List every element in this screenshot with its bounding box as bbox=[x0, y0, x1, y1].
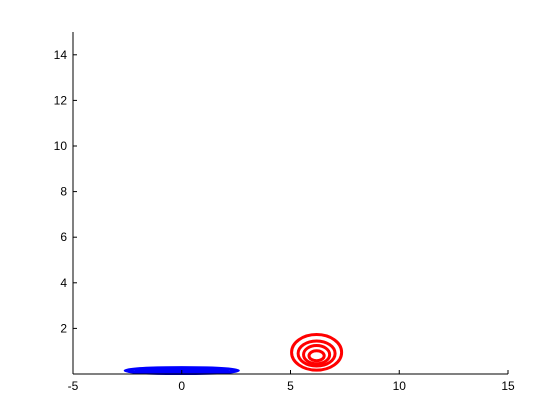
y-tick-label: 8 bbox=[60, 185, 67, 199]
y-tick-label: 14 bbox=[54, 48, 68, 62]
x-tick-label: 15 bbox=[501, 379, 515, 393]
x-tick-label: 0 bbox=[178, 379, 185, 393]
y-tick-label: 10 bbox=[54, 139, 68, 153]
contour-line bbox=[290, 333, 344, 372]
y-tick-label: 6 bbox=[60, 230, 67, 244]
y-tick-label: 12 bbox=[54, 93, 68, 107]
y-tick-label: 2 bbox=[60, 321, 67, 335]
x-tick-label: 10 bbox=[393, 379, 407, 393]
contour-line bbox=[307, 349, 326, 363]
contour-line bbox=[296, 339, 337, 368]
contour-line bbox=[302, 344, 332, 366]
y-tick-label: 4 bbox=[60, 276, 67, 290]
contour-layer bbox=[123, 333, 344, 376]
x-axis-ticks: -5 0 5 10 15 bbox=[68, 370, 515, 393]
y-axis-ticks: 2 4 6 8 10 12 14 bbox=[54, 48, 77, 335]
x-tick-label: 5 bbox=[287, 379, 294, 393]
x-tick-label: -5 bbox=[68, 379, 79, 393]
